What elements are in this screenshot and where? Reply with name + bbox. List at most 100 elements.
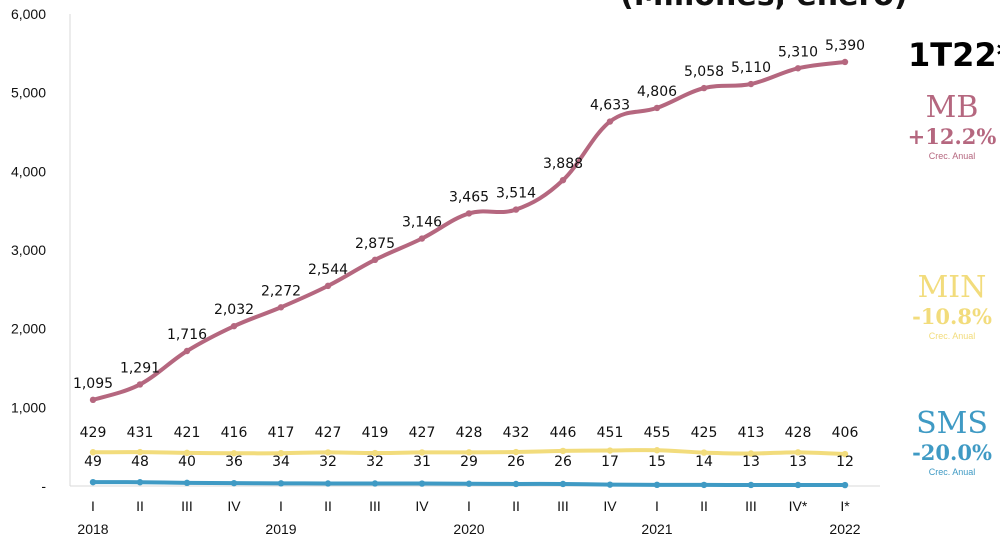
data-label-min: 417 [268,425,295,441]
y-tick-label: 5,000 [11,85,46,101]
data-point-min [794,449,802,456]
data-point-min [465,449,473,456]
x-year-label: 2019 [265,521,296,537]
min-growth-note: Crec. Anual [928,331,976,341]
data-label-mb: 1,716 [167,327,207,343]
data-point-min [841,450,849,458]
data-label-mb: 2,875 [355,236,395,252]
x-tick-label: III [745,498,757,514]
data-label-min: 428 [785,425,812,441]
data-point-min [277,449,285,457]
data-point-sms [465,480,473,487]
data-label-sms: 48 [131,454,149,470]
sms-growth-note: Crec. Anual [928,467,976,477]
data-label-min: 419 [362,425,389,441]
data-point-mb [230,322,238,330]
data-point-mb [747,80,755,88]
y-tick-label: 4,000 [11,163,46,179]
y-tick-label: 3,000 [11,242,46,258]
x-tick-label: II [512,498,520,514]
sms-side-label: SMS -20.0% Crec. Anual [892,408,1000,478]
data-point-sms [371,480,379,487]
data-point-min [512,448,520,456]
data-label-mb: 3,514 [496,186,536,202]
data-label-sms: 14 [695,454,713,470]
data-point-mb [277,304,285,311]
data-label-sms: 36 [225,454,243,470]
mb-growth-note: Crec. Anual [928,151,976,161]
data-label-sms: 15 [648,454,666,470]
data-point-sms [324,480,332,487]
data-label-mb: 5,310 [778,44,818,60]
x-tick-label: III [181,498,193,514]
data-point-mb [371,256,379,264]
data-label-mb: 2,272 [261,283,301,299]
data-label-sms: 32 [319,454,337,470]
x-tick-label: IV [603,498,617,514]
x-year-label: 2018 [77,521,108,537]
data-point-min [606,447,614,454]
data-point-sms [841,481,849,489]
data-label-sms: 40 [178,454,196,470]
data-point-sms [418,480,426,487]
y-tick-label: - [41,478,46,494]
x-year-label: 2021 [641,521,672,537]
data-point-sms [606,481,614,488]
data-point-sms [277,480,285,487]
data-point-sms [653,481,661,489]
data-label-sms: 26 [507,454,525,470]
data-point-mb [653,104,661,112]
data-point-min [747,450,755,457]
data-point-mb [700,84,708,92]
data-point-mb [89,396,97,404]
sms-name: SMS [916,406,988,441]
data-label-min: 428 [456,425,483,441]
data-label-mb: 5,110 [731,60,771,76]
data-label-min: 432 [503,425,530,441]
y-tick-labels: - 1,000 2,000 3,000 4,000 5,000 6,000 [11,6,46,494]
data-point-min [136,448,144,456]
data-label-min: 406 [832,425,859,441]
data-label-mb: 5,058 [684,64,724,80]
x-tick-label: II [136,498,144,514]
data-label-sms: 32 [366,454,384,470]
min-side-label: MIN -10.8% Crec. Anual [892,272,1000,342]
mb-side-label: MB +12.2% Crec. Anual [892,92,1000,162]
data-point-min [324,449,332,456]
data-point-min [371,449,379,457]
sms-growth: -20.0% [912,440,992,465]
data-label-min: 429 [80,425,107,441]
data-point-mb [512,206,520,213]
x-tick-label: I* [840,498,850,514]
min-name: MIN [917,270,987,305]
x-year-label: 2022 [829,521,860,537]
data-label-sms: 31 [413,454,431,470]
mb-growth: +12.2% [907,124,997,149]
mb-name: MB [925,90,979,125]
data-point-min [559,447,567,455]
data-point-sms [747,481,755,489]
x-tick-label: III [557,498,569,514]
data-label-mb: 5,390 [825,38,865,54]
data-point-min [418,449,426,456]
data-label-mb: 3,888 [543,156,583,172]
data-label-sms: 17 [601,454,619,470]
data-point-sms [794,481,802,489]
chart-title-fragment: (Millones, enero) [620,0,908,13]
data-point-sms [230,479,238,487]
data-label-sms: 13 [742,454,760,470]
data-point-mb [794,65,802,72]
x-tick-label: IV [227,498,241,514]
data-label-min: 427 [409,425,436,441]
period-label: 1T22* [908,36,1000,74]
data-label-sms: 49 [84,454,102,470]
data-point-mb [559,176,567,184]
data-point-sms [136,479,144,486]
data-label-min: 425 [691,425,718,441]
data-label-sms: 13 [789,454,807,470]
data-point-sms [512,480,520,488]
x-tick-label: I [467,498,471,514]
data-point-sms [700,481,708,489]
data-point-mb [324,282,332,290]
